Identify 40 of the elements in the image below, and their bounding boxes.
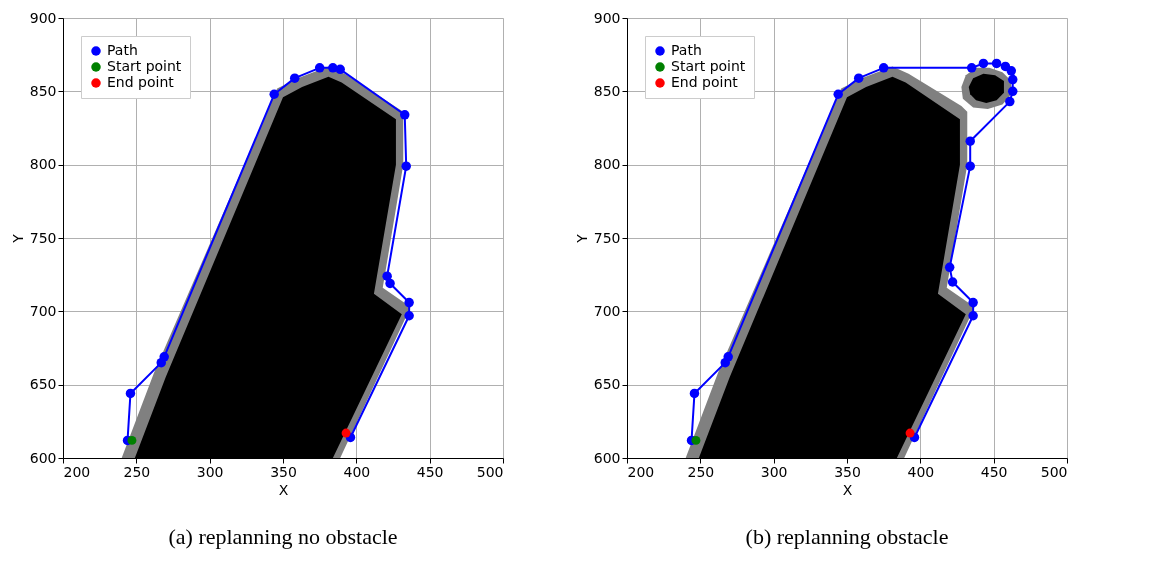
text: (b) replanning obstacle <box>745 524 949 549</box>
legend-label: End point <box>671 74 739 90</box>
y-tick-label: 850 <box>593 82 621 99</box>
text: (a) replanning no obstacle <box>168 524 398 549</box>
x-tick-label: 500 <box>476 463 504 480</box>
y-tick-label: 600 <box>29 449 57 466</box>
y-tick-label: 750 <box>29 229 57 246</box>
y-tick-label: 700 <box>29 302 57 319</box>
y-tick-label: 800 <box>29 156 57 173</box>
legend-label: Path <box>671 42 702 58</box>
x-tick-label: 350 <box>270 463 297 480</box>
x-tick-label: 400 <box>343 463 371 480</box>
x-tick-label: 200 <box>63 463 91 480</box>
x-tick-label: 350 <box>834 463 861 480</box>
y-tick-label: 700 <box>593 302 621 319</box>
x-tick-label: 500 <box>1040 463 1068 480</box>
x-tick-label: 200 <box>627 463 655 480</box>
y-tick-label: 900 <box>593 9 621 26</box>
legend-label: Start point <box>107 58 182 74</box>
legend-label: Path <box>107 42 138 58</box>
x-axis-title: X <box>278 481 289 498</box>
y-tick-label: 650 <box>29 376 57 393</box>
x-tick-label: 300 <box>196 463 224 480</box>
y-axis-title: Y <box>9 233 26 244</box>
x-tick-label: 400 <box>907 463 935 480</box>
y-tick-label: 650 <box>593 376 621 393</box>
legend-label: Start point <box>671 58 746 74</box>
x-tick-label: 250 <box>687 463 715 480</box>
y-tick-label: 800 <box>593 156 621 173</box>
x-tick-label: 300 <box>760 463 788 480</box>
y-tick-label: 600 <box>593 449 621 466</box>
x-axis-title: X <box>842 481 853 498</box>
y-tick-label: 750 <box>593 229 621 246</box>
x-tick-label: 450 <box>416 463 444 480</box>
legend-label: End point <box>107 74 175 90</box>
x-tick-label: 450 <box>980 463 1008 480</box>
x-tick-label: 250 <box>123 463 151 480</box>
y-tick-label: 850 <box>29 82 57 99</box>
y-axis-title: Y <box>573 233 590 244</box>
y-tick-label: 900 <box>29 9 57 26</box>
